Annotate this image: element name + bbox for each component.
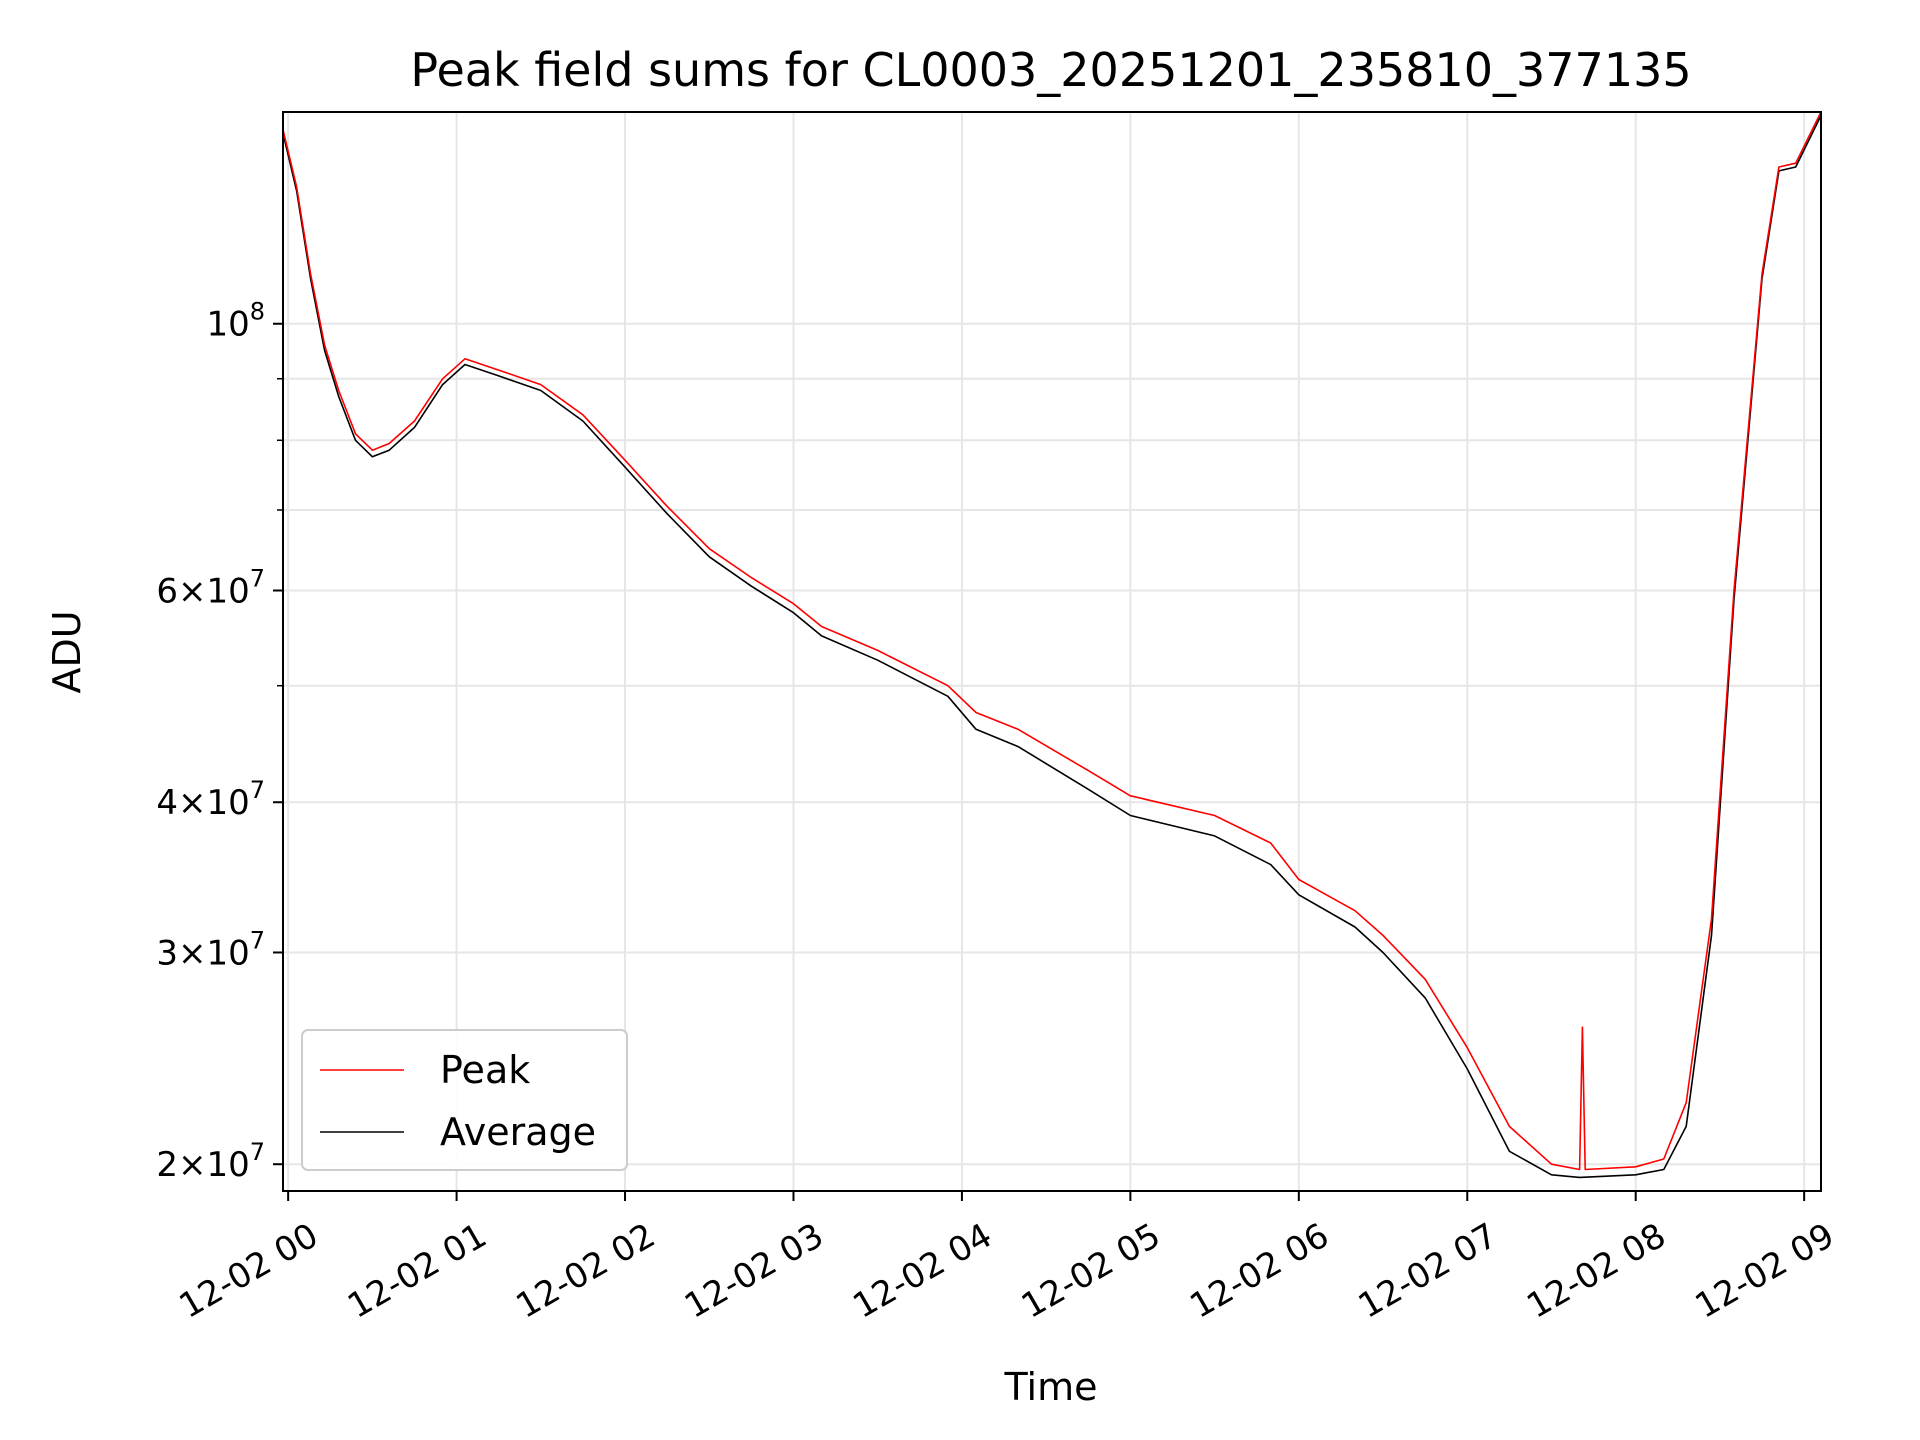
y-tick-exponent: 7 (250, 776, 265, 804)
legend-label-peak: Peak (440, 1048, 530, 1092)
grid (283, 112, 1821, 1191)
y-tick-mantissa: 3 (156, 933, 178, 973)
legend-label-average: Average (440, 1110, 596, 1154)
legend-box (301, 1029, 628, 1171)
y-tick-exponent: 7 (250, 926, 265, 954)
y-tick-label: 3×107 (156, 926, 265, 973)
y-tick-label: 6×107 (156, 565, 265, 612)
y-axis-title: ADU (45, 610, 89, 693)
legend: Peak Average (301, 1029, 628, 1171)
chart-title: Peak field sums for CL0003_20251201_2358… (410, 43, 1691, 97)
y-tick-exponent: 7 (250, 1138, 265, 1166)
y-tick-exponent: 8 (250, 298, 265, 326)
series-line-peak (283, 112, 1821, 1171)
y-tick-mantissa: 2 (156, 1145, 178, 1185)
x-axis-title: Time (1004, 1365, 1098, 1409)
y-tick-exponent: 7 (250, 565, 265, 593)
y-tick-mantissa: 4 (156, 783, 178, 823)
y-tick-label: 108 (206, 298, 265, 345)
series-line-average (283, 115, 1821, 1179)
y-tick-label: 4×107 (156, 776, 265, 823)
plot-lines (283, 112, 1821, 1179)
y-tick-mantissa: 6 (156, 572, 178, 612)
y-tick-label: 2×107 (156, 1138, 265, 1185)
y-axis: 2×107 3×107 4×107 6×107 108 (156, 298, 283, 1185)
plot-frame (282, 111, 1822, 1192)
